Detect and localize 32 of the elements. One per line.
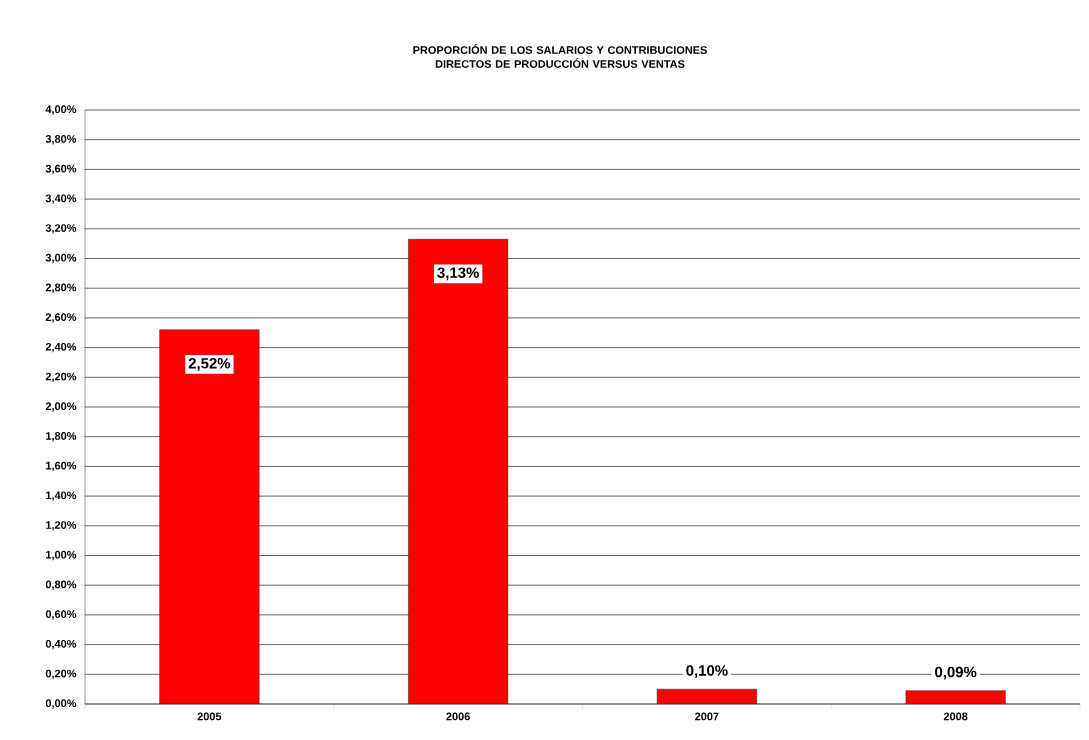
y-tick-label: 3,40% <box>45 194 77 204</box>
y-tick-label: 3,80% <box>45 135 77 145</box>
data-label: 0,10% <box>686 665 728 678</box>
x-tick-label: 2006 <box>446 712 470 721</box>
chart-title: PROPORCIÓN DE LOS SALARIOS Y CONTRIBUCIONES DIRECTOS DE PRODUCCIÓN VERSUS VENTAS <box>413 44 707 68</box>
y-tick-label: 1,20% <box>46 521 77 531</box>
y-tick-label: 0,20% <box>45 669 77 679</box>
x-tick-label: 2007 <box>695 712 719 721</box>
y-tick-label: 3,00% <box>45 253 77 264</box>
x-tick-label: 2008 <box>943 712 968 721</box>
y-tick-label: 0,40% <box>45 639 77 650</box>
y-tick-label: 0,80% <box>45 580 77 590</box>
y-tick-label: 3,60% <box>45 164 77 175</box>
y-tick-label: 4,00% <box>45 105 77 115</box>
y-tick-label: 2,20% <box>45 372 77 382</box>
y-tick-label: 3,20% <box>45 224 77 234</box>
y-tick-label: 1,40% <box>46 491 77 501</box>
bar <box>159 329 260 704</box>
y-tick-label: 2,80% <box>45 283 77 293</box>
y-tick-label: 2,40% <box>45 342 77 353</box>
y-tick-label: 1,80% <box>46 432 77 442</box>
y-tick-label: 0,00% <box>45 699 77 709</box>
data-label: 0,09% <box>935 666 977 680</box>
y-tick-label: 2,60% <box>45 313 77 323</box>
data-label: 2,52% <box>188 357 231 371</box>
y-tick-label: 2,00% <box>45 402 77 412</box>
bar <box>408 239 509 704</box>
x-tick-label: 2005 <box>197 712 222 721</box>
y-tick-label: 1,00% <box>46 550 77 561</box>
y-tick-label: 1,60% <box>46 461 77 472</box>
y-tick-label: 0,60% <box>45 610 77 620</box>
data-label: 3,13% <box>437 267 479 281</box>
